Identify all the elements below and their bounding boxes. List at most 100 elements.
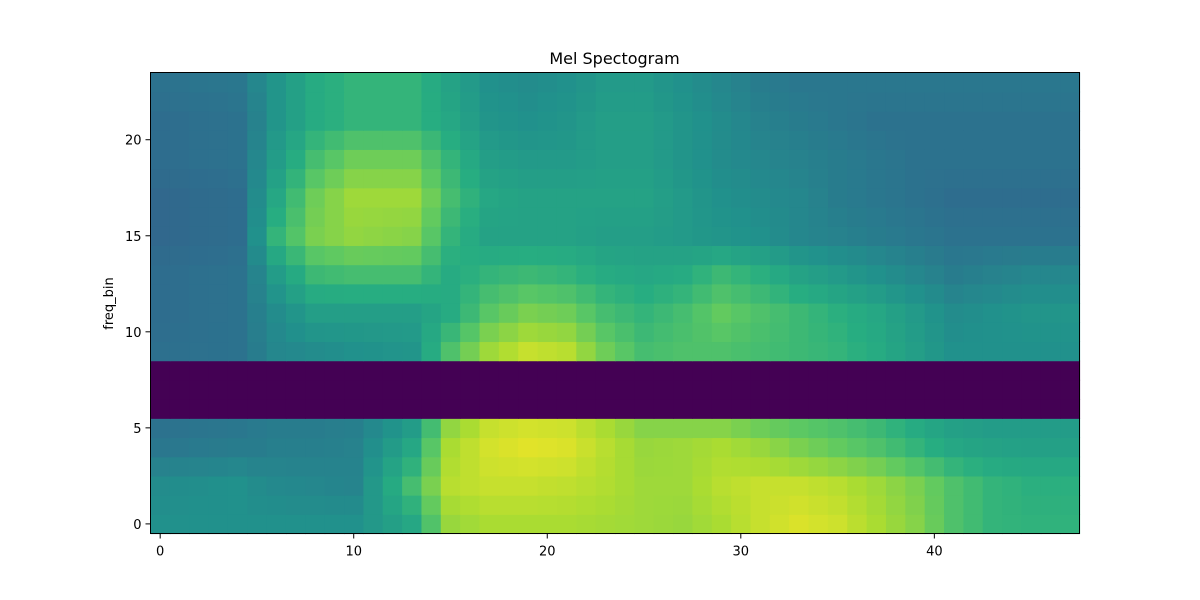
heatmap-cell bbox=[711, 72, 732, 93]
heatmap-cell bbox=[711, 264, 732, 285]
heatmap-cell bbox=[576, 264, 597, 285]
heatmap-cell bbox=[1040, 341, 1061, 362]
heatmap-cell bbox=[324, 514, 345, 535]
heatmap-cell bbox=[344, 399, 364, 419]
heatmap-cell bbox=[653, 514, 674, 535]
heatmap-cell bbox=[905, 226, 926, 246]
heatmap-cell bbox=[576, 322, 597, 343]
heatmap-cell bbox=[673, 360, 694, 381]
heatmap-cell bbox=[963, 303, 984, 323]
heatmap-cell bbox=[731, 187, 752, 208]
heatmap-cell bbox=[789, 110, 810, 131]
heatmap-cell bbox=[808, 226, 829, 246]
heatmap-cell bbox=[169, 437, 190, 458]
heatmap-cell bbox=[363, 437, 384, 458]
heatmap-cell bbox=[769, 495, 790, 515]
heatmap-cell bbox=[982, 187, 1003, 208]
heatmap-cell bbox=[189, 514, 210, 535]
heatmap-cell bbox=[1002, 110, 1023, 131]
heatmap-cell bbox=[673, 72, 694, 93]
heatmap-cell bbox=[344, 206, 364, 227]
heatmap-cell bbox=[885, 399, 906, 419]
heatmap-cell bbox=[1060, 495, 1081, 515]
heatmap-cell bbox=[382, 245, 403, 266]
heatmap-cell bbox=[711, 226, 732, 246]
heatmap-cell bbox=[653, 91, 674, 112]
heatmap-cell bbox=[227, 264, 248, 285]
heatmap-cell bbox=[673, 322, 694, 343]
heatmap-cell bbox=[1040, 91, 1061, 112]
heatmap-cell bbox=[673, 245, 694, 266]
heatmap-cell bbox=[440, 283, 461, 304]
heatmap-cell bbox=[653, 475, 674, 496]
heatmap-cell bbox=[556, 168, 577, 189]
heatmap-cell bbox=[285, 264, 306, 285]
heatmap-cell bbox=[827, 130, 848, 150]
heatmap-cell bbox=[615, 303, 635, 323]
heatmap-cell bbox=[305, 495, 326, 515]
heatmap-cell bbox=[150, 437, 171, 458]
heatmap-cell bbox=[789, 475, 810, 496]
heatmap-cell bbox=[421, 110, 442, 131]
heatmap-cell bbox=[227, 303, 248, 323]
heatmap-cell bbox=[460, 379, 481, 400]
heatmap-cell bbox=[518, 130, 539, 150]
heatmap-cell bbox=[905, 91, 926, 112]
heatmap-cell bbox=[963, 149, 984, 170]
heatmap-cell bbox=[479, 149, 500, 170]
heatmap-cell bbox=[885, 168, 906, 189]
heatmap-cell bbox=[421, 245, 442, 266]
heatmap-cell bbox=[711, 206, 732, 227]
heatmap-cell bbox=[731, 149, 752, 170]
heatmap-cell bbox=[208, 437, 229, 458]
heatmap-cell bbox=[1002, 437, 1023, 458]
heatmap-cell bbox=[576, 399, 597, 419]
heatmap-cell bbox=[305, 110, 326, 131]
heatmap-cell bbox=[1021, 495, 1042, 515]
x-tick-label: 10 bbox=[345, 545, 362, 560]
heatmap-cell bbox=[344, 418, 364, 439]
heatmap-cell bbox=[305, 475, 326, 496]
heatmap-cell bbox=[634, 264, 655, 285]
heatmap-cell bbox=[885, 72, 906, 93]
heatmap-cell bbox=[421, 341, 442, 362]
heatmap-cell bbox=[382, 110, 403, 131]
heatmap-cell bbox=[847, 341, 868, 362]
heatmap-cell bbox=[556, 206, 577, 227]
heatmap-cell bbox=[189, 130, 210, 150]
heatmap-cell bbox=[440, 437, 461, 458]
chart-title: Mel Spectogram bbox=[549, 49, 679, 68]
heatmap-cell bbox=[1060, 418, 1081, 439]
heatmap-cell bbox=[537, 91, 558, 112]
heatmap-cell bbox=[924, 130, 945, 150]
heatmap-cell bbox=[673, 206, 694, 227]
heatmap-cell bbox=[324, 341, 345, 362]
heatmap-cell bbox=[1060, 341, 1081, 362]
heatmap-cell bbox=[808, 264, 829, 285]
heatmap-cell bbox=[692, 264, 713, 285]
heatmap-cell bbox=[324, 168, 345, 189]
heatmap-cell bbox=[382, 418, 403, 439]
heatmap-cell bbox=[827, 399, 848, 419]
heatmap-cell bbox=[227, 514, 248, 535]
heatmap-cell bbox=[731, 495, 752, 515]
heatmap-cell bbox=[576, 456, 597, 477]
heatmap-cell bbox=[808, 341, 829, 362]
heatmap-cell bbox=[537, 168, 558, 189]
heatmap-cell bbox=[963, 187, 984, 208]
heatmap-cell bbox=[789, 130, 810, 150]
heatmap-cell bbox=[266, 322, 287, 343]
heatmap-cell bbox=[266, 168, 287, 189]
heatmap-cell bbox=[750, 187, 771, 208]
heatmap-cell bbox=[905, 187, 926, 208]
heatmap-cell bbox=[1002, 91, 1023, 112]
heatmap-cell bbox=[692, 514, 713, 535]
heatmap-cell bbox=[711, 322, 732, 343]
heatmap-cell bbox=[150, 149, 171, 170]
heatmap-cell bbox=[537, 72, 558, 93]
heatmap-cell bbox=[460, 341, 481, 362]
heatmap-cell bbox=[711, 187, 732, 208]
heatmap-cell bbox=[247, 322, 268, 343]
heatmap-cell bbox=[150, 341, 171, 362]
heatmap-cell bbox=[1040, 226, 1061, 246]
